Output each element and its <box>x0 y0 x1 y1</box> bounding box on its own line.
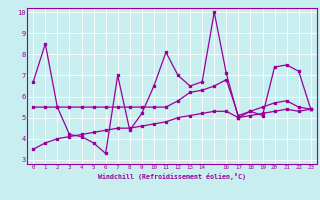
X-axis label: Windchill (Refroidissement éolien,°C): Windchill (Refroidissement éolien,°C) <box>98 173 246 180</box>
